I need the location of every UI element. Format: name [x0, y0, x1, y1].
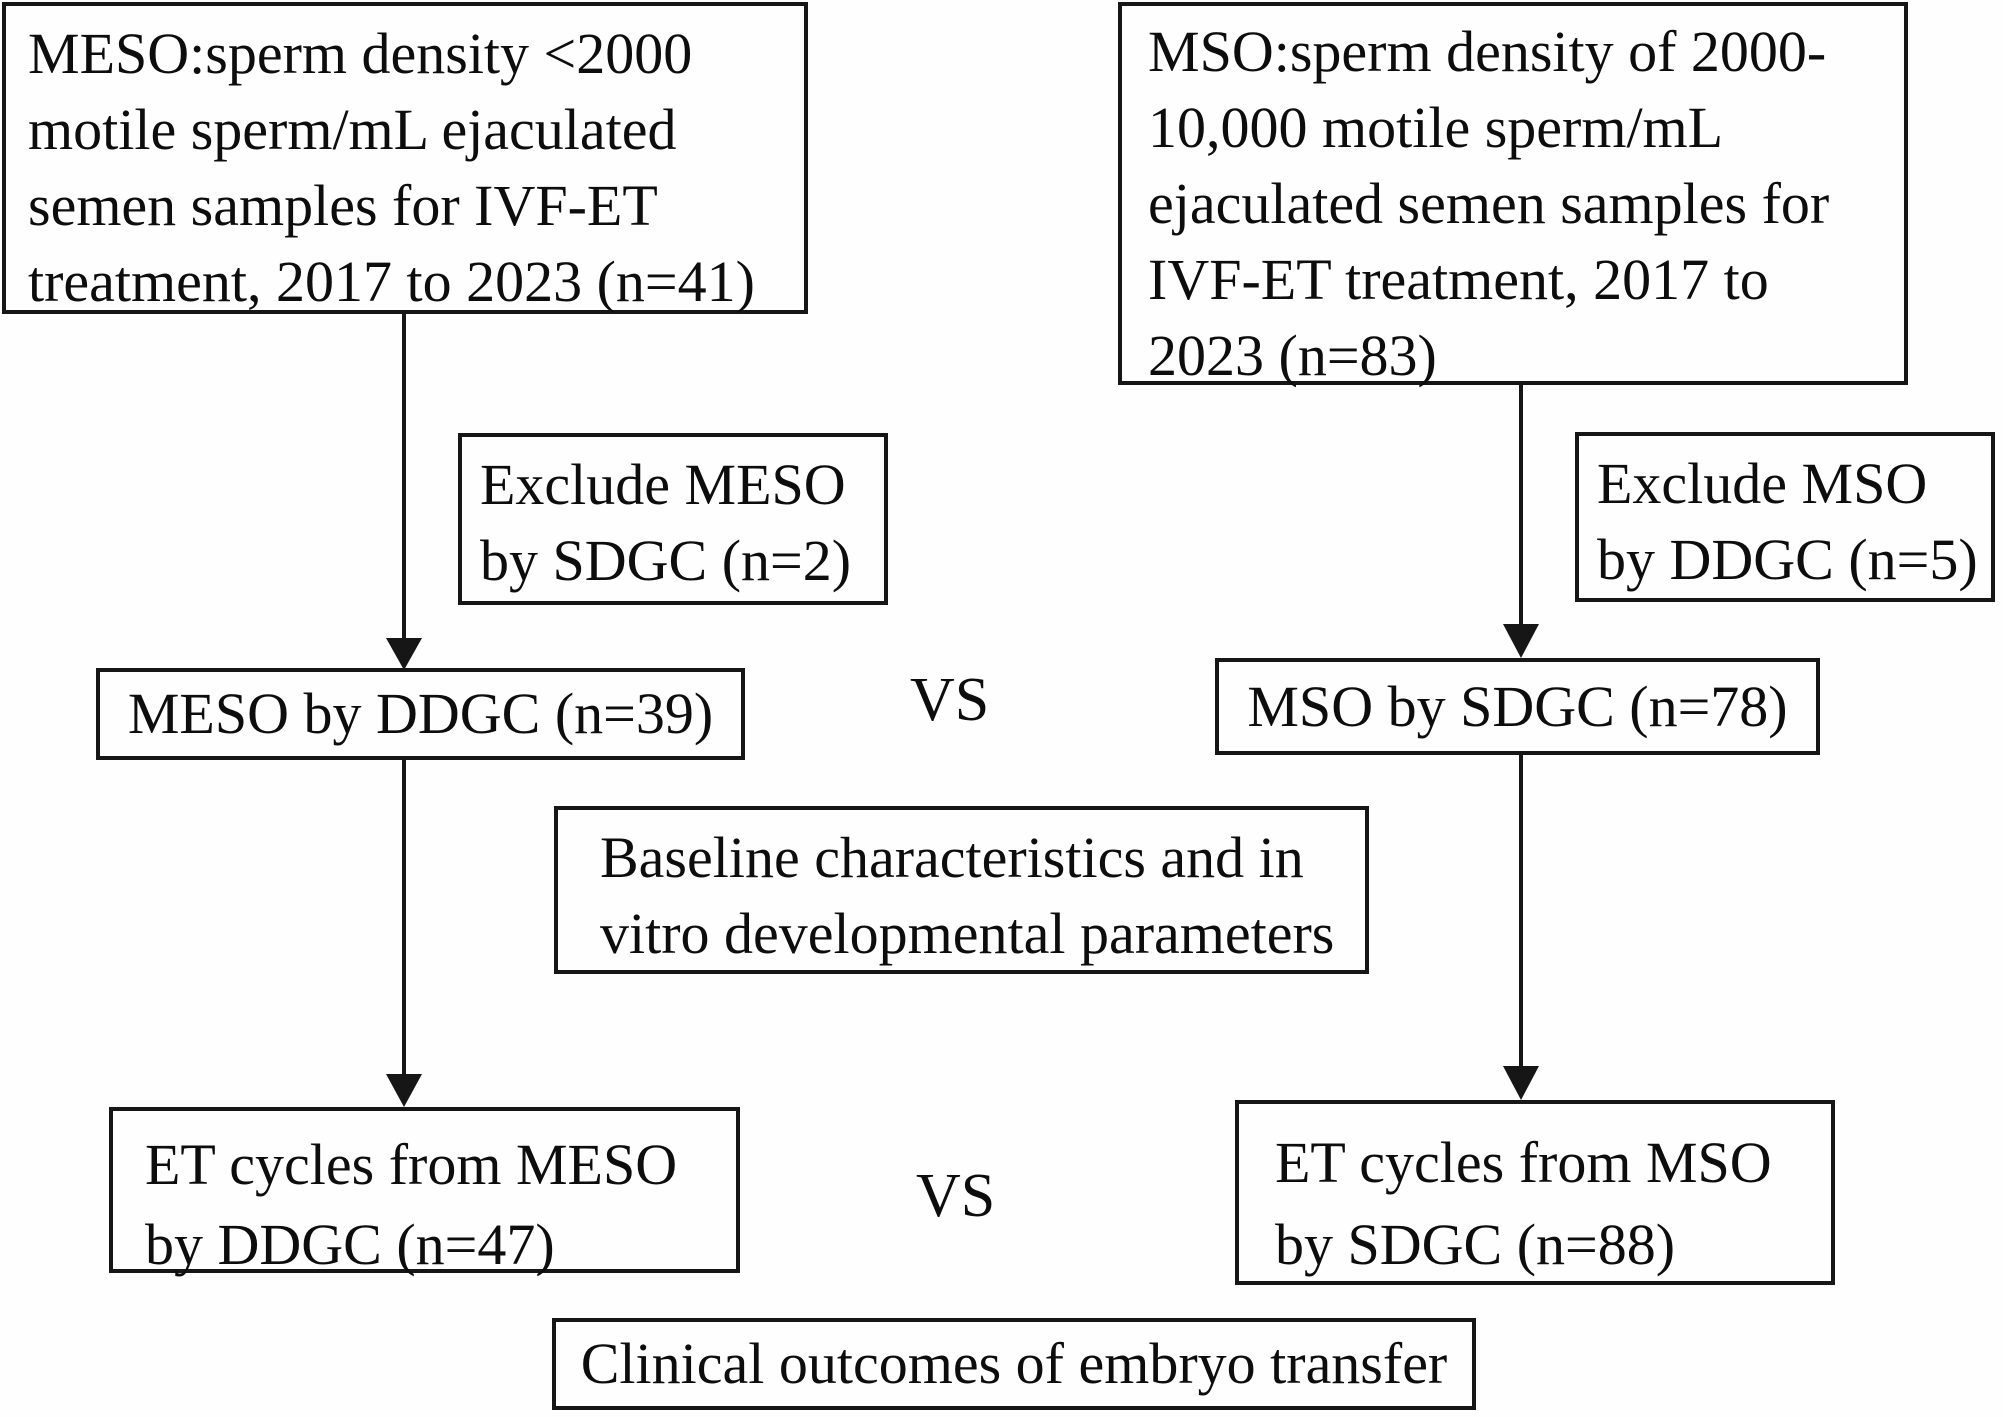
arrow-mso-sdgc-to-et [1503, 755, 1539, 1100]
box-mso-source: MSO:sperm density of 2000- 10,000 motile… [1118, 2, 1908, 388]
box-baseline: Baseline characteristics and in vitro de… [554, 806, 1369, 974]
box-et-mso: ET cycles from MSO by SDGC (n=88) [1235, 1100, 1835, 1285]
text-line: motile sperm/mL ejaculated [28, 97, 677, 162]
box-meso-source: MESO:sperm density <2000 motile sperm/mL… [2, 2, 808, 314]
vs-top-label: VS [910, 666, 990, 734]
text-line: semen samples for IVF-ET [28, 173, 658, 238]
text-line: ET cycles from MESO [145, 1132, 678, 1197]
text-line: by DDGC (n=5) [1597, 527, 1978, 592]
text-line: Exclude MSO [1597, 451, 1928, 516]
vs-bottom-label: VS [916, 1162, 996, 1230]
text-line: 2023 (n=83) [1148, 323, 1437, 388]
arrow-mso-source-to-sdgc [1503, 385, 1539, 658]
text-line: 10,000 motile sperm/mL [1148, 95, 1724, 160]
box-exclude-mso: Exclude MSO by DDGC (n=5) [1575, 432, 1995, 602]
text-line: Exclude MESO [480, 452, 846, 517]
text-line: MESO:sperm density <2000 [28, 21, 693, 86]
box-clinical: Clinical outcomes of embryo transfer [552, 1318, 1476, 1410]
text-line: ET cycles from MSO [1275, 1130, 1772, 1195]
text-line: treatment, 2017 to 2023 (n=41) [28, 249, 755, 314]
text-line: ejaculated semen samples for [1148, 171, 1830, 236]
text-line: MSO by SDGC (n=78) [1247, 673, 1788, 739]
text-line: IVF-ET treatment, 2017 to [1148, 247, 1769, 312]
text-line: MSO:sperm density of 2000- [1148, 19, 1827, 84]
box-mso-sdgc: MSO by SDGC (n=78) [1215, 658, 1820, 755]
text-line: Clinical outcomes of embryo transfer [580, 1331, 1448, 1396]
box-meso-ddgc: MESO by DDGC (n=39) [96, 668, 745, 760]
text-line: MESO by DDGC (n=39) [127, 681, 714, 746]
text-line: by SDGC (n=88) [1275, 1212, 1676, 1277]
text-line: Baseline characteristics and in [600, 825, 1304, 890]
box-exclude-meso: Exclude MESO by SDGC (n=2) [458, 433, 888, 605]
text-line: vitro developmental parameters [600, 901, 1335, 966]
text-line: by DDGC (n=47) [145, 1212, 555, 1277]
arrow-meso-ddgc-to-et [386, 760, 422, 1107]
arrow-meso-source-to-ddgc [386, 314, 422, 670]
box-et-meso: ET cycles from MESO by DDGC (n=47) [109, 1107, 740, 1277]
text-line: by SDGC (n=2) [480, 528, 852, 593]
